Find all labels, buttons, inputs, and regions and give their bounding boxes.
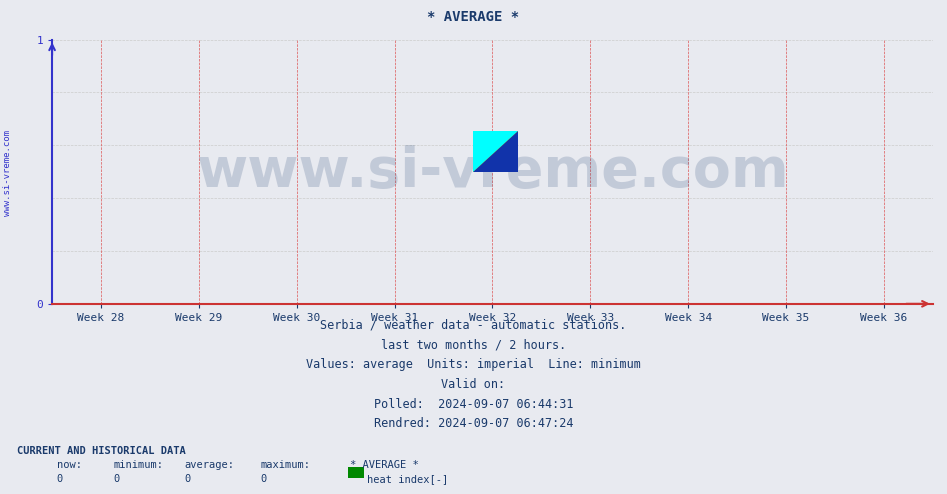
Text: 0: 0: [260, 474, 267, 484]
FancyBboxPatch shape: [473, 131, 518, 171]
Text: last two months / 2 hours.: last two months / 2 hours.: [381, 338, 566, 351]
Text: minimum:: minimum:: [114, 460, 164, 470]
Text: www.si-vreme.com: www.si-vreme.com: [196, 145, 789, 199]
Text: * AVERAGE *: * AVERAGE *: [427, 10, 520, 24]
Text: average:: average:: [185, 460, 235, 470]
Text: 0: 0: [114, 474, 120, 484]
Text: 0: 0: [57, 474, 63, 484]
Text: now:: now:: [57, 460, 81, 470]
Text: Values: average  Units: imperial  Line: minimum: Values: average Units: imperial Line: mi…: [306, 358, 641, 371]
Text: www.si-vreme.com: www.si-vreme.com: [3, 130, 12, 216]
Text: CURRENT AND HISTORICAL DATA: CURRENT AND HISTORICAL DATA: [17, 446, 186, 455]
Polygon shape: [473, 131, 518, 171]
Text: Polled:  2024-09-07 06:44:31: Polled: 2024-09-07 06:44:31: [374, 398, 573, 411]
Text: Valid on:: Valid on:: [441, 378, 506, 391]
Text: heat index[-]: heat index[-]: [367, 474, 449, 484]
Polygon shape: [473, 131, 518, 171]
Text: 0: 0: [185, 474, 191, 484]
Text: Rendred: 2024-09-07 06:47:24: Rendred: 2024-09-07 06:47:24: [374, 417, 573, 430]
Text: maximum:: maximum:: [260, 460, 311, 470]
Text: Serbia / weather data - automatic stations.: Serbia / weather data - automatic statio…: [320, 319, 627, 331]
Text: * AVERAGE *: * AVERAGE *: [350, 460, 420, 470]
